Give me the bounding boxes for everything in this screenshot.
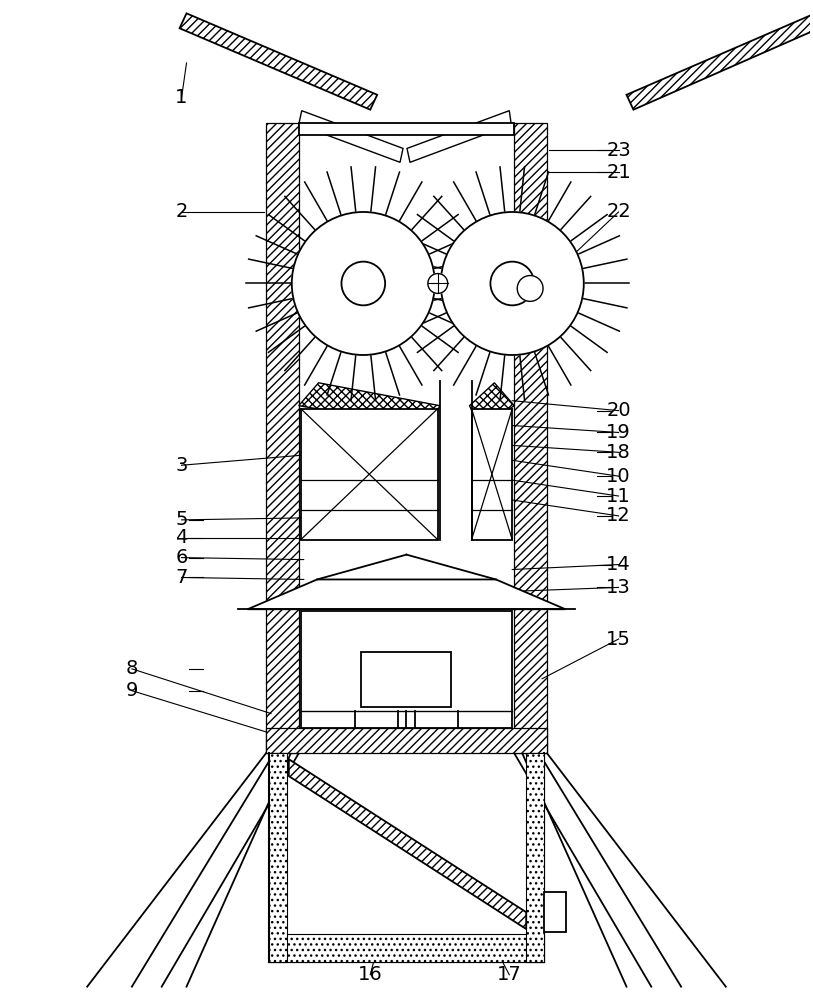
Circle shape [517,276,543,301]
Text: 8: 8 [126,659,138,678]
Polygon shape [627,13,813,110]
Text: 21: 21 [606,163,631,182]
Polygon shape [248,579,565,609]
Text: 15: 15 [606,630,631,649]
Polygon shape [180,13,377,110]
Polygon shape [515,123,547,753]
Text: 16: 16 [358,965,383,984]
Polygon shape [269,753,287,962]
Text: 23: 23 [606,141,631,160]
Circle shape [341,262,385,305]
Text: 20: 20 [606,401,631,420]
Polygon shape [298,383,440,428]
Circle shape [441,212,584,355]
Text: 14: 14 [606,555,631,574]
Text: 4: 4 [176,528,188,547]
Bar [361,652,450,707]
Text: 1: 1 [176,88,188,107]
Circle shape [490,262,534,305]
Text: 5: 5 [176,510,188,529]
Text: 7: 7 [176,568,188,587]
Bar [298,123,515,135]
Text: 18: 18 [606,443,631,462]
Polygon shape [269,934,544,962]
Bar [472,409,512,540]
Text: 11: 11 [606,487,631,506]
Polygon shape [298,111,403,162]
Text: 10: 10 [606,467,631,486]
Polygon shape [407,111,511,162]
Circle shape [428,274,448,293]
Bar [544,892,566,932]
Bar [301,409,437,540]
Text: 3: 3 [176,456,188,475]
Text: 2: 2 [176,202,188,221]
Text: 22: 22 [606,202,631,221]
Polygon shape [266,123,298,753]
Bar [301,611,512,728]
Text: 17: 17 [497,965,522,984]
Circle shape [292,212,435,355]
Polygon shape [526,753,544,962]
Text: 6: 6 [176,548,188,567]
Polygon shape [470,383,515,428]
Polygon shape [266,728,547,753]
Polygon shape [289,759,526,929]
Text: 12: 12 [606,506,631,525]
Text: 13: 13 [606,578,631,597]
Text: 9: 9 [126,681,138,700]
Text: 19: 19 [606,423,631,442]
